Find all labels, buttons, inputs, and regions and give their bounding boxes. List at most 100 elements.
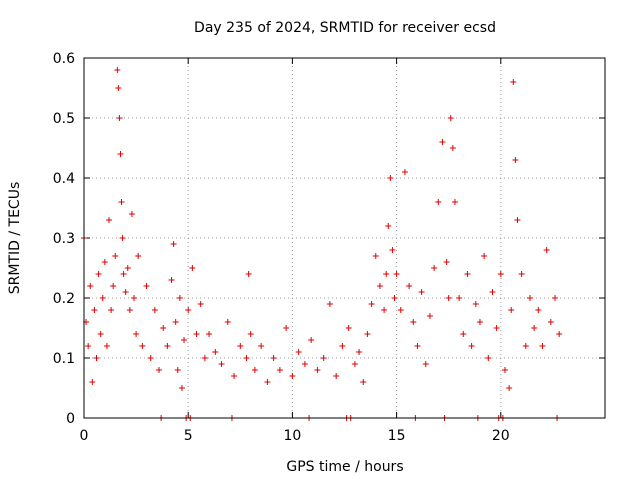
y-axis-label: SRMTID / TECUs [7,182,23,295]
data-point [97,331,104,337]
data-point [535,307,542,313]
data-point [151,307,158,313]
data-point [124,265,131,271]
data-point [110,283,117,289]
data-point [99,295,106,301]
data-point [143,283,150,289]
data-point [391,295,398,301]
data-point [501,367,508,373]
y-tick-label: 0.5 [53,111,75,127]
plot-frame [83,57,606,419]
data-point [93,355,100,361]
data-point [170,241,177,247]
data-point [193,331,200,337]
data-point [133,331,140,337]
data-point [401,169,408,175]
y-tick-label: 0.2 [53,291,75,307]
data-point [147,355,154,361]
data-point [245,271,252,277]
data-point [201,355,208,361]
data-point [206,331,213,337]
data-point [372,253,379,259]
data-point [139,343,146,349]
data-point [308,337,315,343]
data-point [87,283,94,289]
grid-lines [84,58,605,418]
data-point [115,85,122,91]
x-tick-label: 20 [492,428,510,444]
data-point [247,331,254,337]
data-point [447,115,454,121]
data-point [339,343,346,349]
data-point [189,265,196,271]
data-point [91,307,98,313]
data-point [460,331,467,337]
y-tick-label: 0.3 [53,231,75,247]
data-point [108,307,115,313]
data-point [468,343,475,349]
data-point [464,271,471,277]
data-point [326,301,333,307]
data-point [112,253,119,259]
data-point [506,385,513,391]
data-point [197,301,204,307]
data-point [385,223,392,229]
data-point [381,307,388,313]
data-point [368,301,375,307]
x-tick-label: 0 [80,428,89,444]
data-point [439,139,446,145]
data-point [351,361,358,367]
data-point [418,289,425,295]
data-point [120,271,127,277]
x-tick-label: 10 [283,428,301,444]
data-point [518,271,525,277]
data-point [283,325,290,331]
data-point [472,301,479,307]
data-point [414,343,421,349]
data-point [276,367,283,373]
data-point [493,325,500,331]
data-point [289,373,296,379]
chart-title: Day 235 of 2024, SRMTID for receiver ecs… [194,20,496,36]
data-point [522,343,529,349]
data-point [431,265,438,271]
x-axis-label: GPS time / hours [286,459,403,475]
data-point [172,319,179,325]
data-point [531,325,538,331]
data-point [117,151,124,157]
data-point [539,343,546,349]
data-point [264,379,271,385]
data-point [510,79,517,85]
data-point [212,349,219,355]
data-point [514,217,521,223]
data-point [422,361,429,367]
data-point [512,157,519,163]
data-point [314,367,321,373]
data-point [445,295,452,301]
data-point [174,367,181,373]
data-point [389,247,396,253]
data-point [114,67,121,73]
data-point [410,319,417,325]
data-point [333,373,340,379]
data-point [556,331,563,337]
data-point [393,271,400,277]
data-point [160,325,167,331]
data-point [443,259,450,265]
data-point [231,373,238,379]
data-point [397,307,404,313]
data-point [218,361,225,367]
data-point [449,145,456,151]
data-point [178,385,185,391]
data-point [497,271,504,277]
data-point [251,367,258,373]
data-point [551,295,558,301]
data-point [156,367,163,373]
data-point [547,319,554,325]
data-point [485,355,492,361]
data-point [119,235,126,241]
data-point [131,295,138,301]
data-point [243,355,250,361]
